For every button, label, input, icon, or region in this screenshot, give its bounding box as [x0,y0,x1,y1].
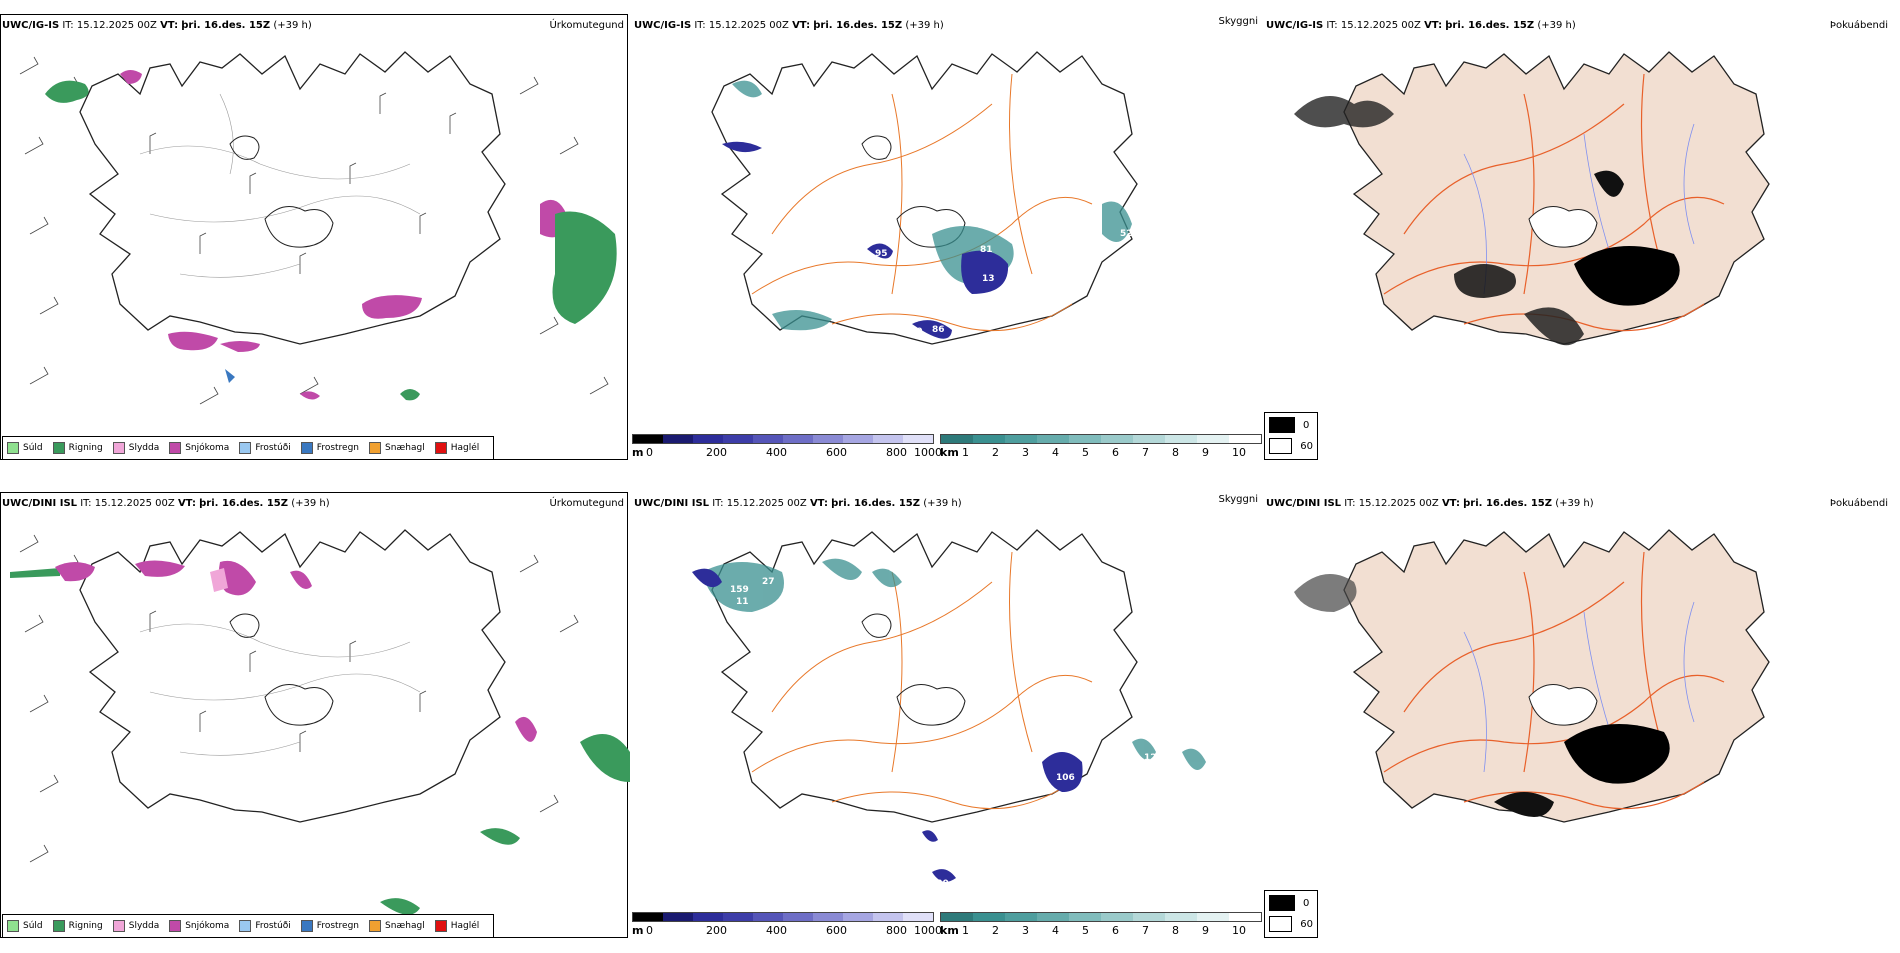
ceiling-label: 27 [762,577,775,587]
ceiling-label: 35 [908,879,921,889]
visibility-map: 95 81 13 80 21 86 20 52 [711,51,1138,345]
panel-title: UWC/IG-IS IT: 15.12.2025 00Z VT: þri. 16… [1266,20,1576,31]
visibility-colorbar [940,912,1262,922]
precip-type-map-1: UWC/IG-IS IT: 15.12.2025 00Z VT: þri. 16… [0,10,630,475]
visibility-colorbar [940,434,1262,444]
precip-type-map-2: UWC/DINI ISL IT: 15.12.2025 00Z VT: þri.… [0,488,630,953]
fog-map [1294,529,1770,823]
vis-areas [702,558,1206,770]
terrain-contours [139,623,421,756]
fog-map-1: UWC/IG-IS IT: 15.12.2025 00Z VT: þri. 16… [1264,10,1894,475]
vis-areas [732,80,1132,331]
precip-legend: Súld Rigning Slydda Snjókoma Frostúði Fr… [2,436,495,460]
low-cloud-areas [722,141,1009,339]
panel-title: UWC/IG-IS IT: 15.12.2025 00Z VT: þri. 16… [2,20,312,31]
ceiling-label: 159 [730,585,749,595]
legend-item: Frostúði [239,442,291,454]
legend-item: Súld [7,442,43,454]
coastline [79,51,506,345]
ceiling-unit: m [632,446,644,459]
legend-item: Snjókoma [169,442,229,454]
panel-title: UWC/IG-IS IT: 15.12.2025 00Z VT: þri. 16… [634,20,944,31]
legend-item: Snæhagl [369,920,425,932]
ceiling-label: 20 [910,327,923,337]
precip-areas [10,560,630,915]
fog-areas [1294,574,1670,817]
fog-legend-item: 60 [1269,437,1313,455]
product-title: Úrkomutegund [549,20,624,31]
legend-item: Slydda [112,442,159,454]
roads [751,551,1093,810]
wind-barbs [19,56,609,405]
product-title: Skyggni [1218,494,1258,505]
product-title: Þokuábendi [1829,20,1888,31]
visibility-map: 159 27 11 21 106 12 130 35 [692,529,1206,889]
ceiling-labels: 159 27 11 21 106 12 130 35 [730,577,1157,889]
ceiling-label: 80 [1032,288,1045,298]
visibility-map-1: UWC/IG-IS IT: 15.12.2025 00Z VT: þri. 16… [632,10,1262,475]
fog-legend-item: 0 [1269,894,1313,912]
fog-map [1294,51,1770,346]
ceiling-label: 21 [872,283,885,293]
legend-item: Súld [7,920,43,932]
ceiling-label: 11 [736,597,749,607]
visibility-unit: km [940,924,959,937]
legend-item: Haglél [434,920,479,932]
precip-areas [45,70,617,401]
legend-item: Slydda [112,920,159,932]
fog-map-2: UWC/DINI ISL IT: 15.12.2025 00Z VT: þri.… [1264,488,1894,953]
ceiling-label: 130 [930,879,949,889]
legend-item: Haglél [434,442,479,454]
legend-item: Frostúði [239,920,291,932]
precip-legend: Súld Rigning Slydda Snjókoma Frostúði Fr… [2,914,495,938]
panel-title: UWC/DINI ISL IT: 15.12.2025 00Z VT: þri.… [2,498,330,509]
visibility-map-2: UWC/DINI ISL IT: 15.12.2025 00Z VT: þri.… [632,488,1262,953]
ceiling-labels: 95 81 13 80 21 86 20 52 [872,229,1133,337]
legend-item: Snæhagl [369,442,425,454]
wind-barbs [19,534,579,863]
legend-item: Rigning [52,920,103,932]
product-title: Úrkomutegund [549,498,624,509]
ceiling-unit: m [632,924,644,937]
legend-item: Rigning [52,442,103,454]
low-cloud-areas [692,568,1083,882]
fog-legend: 0 60 [1264,890,1318,938]
ceiling-label: 95 [875,249,888,259]
ceiling-label: 86 [932,325,945,335]
roads [751,73,1093,332]
product-title: Skyggni [1218,16,1258,27]
product-title: Þokuábendi [1829,498,1888,509]
roads [1383,73,1725,332]
ceiling-colorbar [632,434,934,444]
ceiling-label: 21 [762,617,775,627]
ceiling-label: 106 [1056,773,1075,783]
panel-title: UWC/DINI ISL IT: 15.12.2025 00Z VT: þri.… [634,498,962,509]
legend-item: Snjókoma [169,920,229,932]
visibility-unit: km [940,446,959,459]
panel-title: UWC/DINI ISL IT: 15.12.2025 00Z VT: þri.… [1266,498,1594,509]
legend-item: Frostregn [300,442,359,454]
ceiling-label: 52 [1120,229,1133,239]
ceiling-colorbar [632,912,934,922]
legend-item: Frostregn [300,920,359,932]
terrain-contours [139,93,421,278]
ceiling-label: 12 [1144,753,1157,763]
fog-areas [1294,96,1680,346]
ceiling-label: 81 [980,245,993,255]
fog-legend-item: 60 [1269,915,1313,933]
ceiling-label: 13 [982,274,995,284]
precip-map [10,529,630,915]
fog-legend-item: 0 [1269,416,1313,434]
precip-map [19,51,617,405]
fog-legend: 0 60 [1264,412,1318,460]
